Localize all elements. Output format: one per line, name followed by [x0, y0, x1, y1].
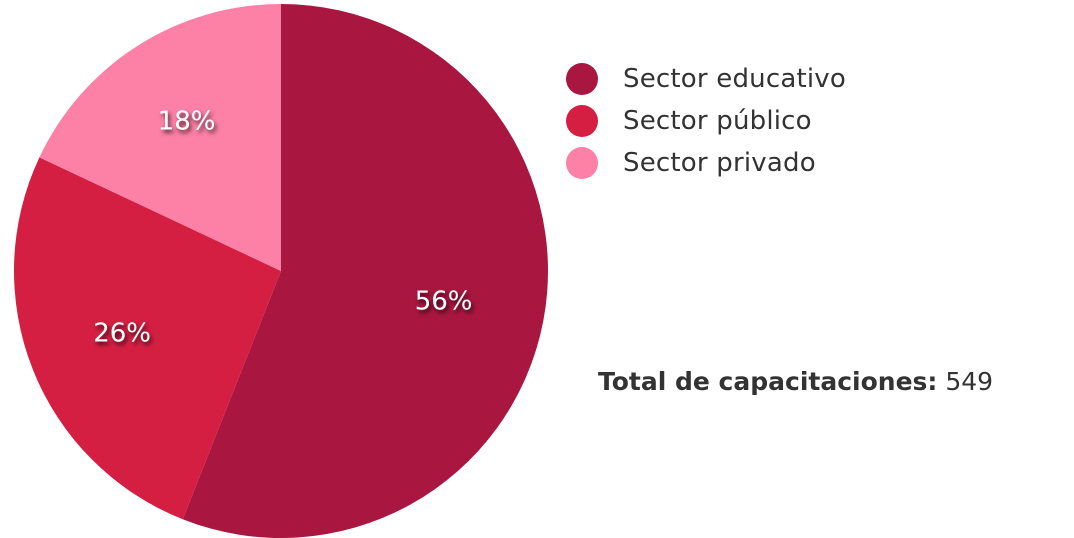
pie-slice-1 — [182, 4, 549, 538]
pie-value-labels: 56% 26% 18% — [93, 107, 472, 349]
legend-item-sector-publico: Sector público — [566, 100, 846, 142]
pie-slices — [13, 4, 549, 538]
total-summary: Total de capacitaciones: 549 — [598, 367, 993, 396]
pie-value-label-2: 26% — [93, 318, 151, 348]
legend-swatch-icon — [566, 147, 598, 179]
legend-label: Sector educativo — [623, 64, 846, 94]
total-label: Total de capacitaciones: — [598, 367, 938, 396]
legend-swatch-icon — [566, 63, 598, 95]
pie-value-label-3: 18% — [158, 107, 216, 137]
pie-slice-2 — [13, 157, 282, 520]
legend-item-sector-educativo: Sector educativo — [566, 58, 846, 100]
pie-chart: 56% 26% 18% — [13, 4, 549, 538]
legend-label: Sector público — [623, 106, 812, 136]
legend-label: Sector privado — [623, 148, 816, 178]
total-value: 549 — [945, 367, 994, 396]
pie-value-label-1: 56% — [415, 287, 473, 317]
pie-slice-3 — [39, 4, 281, 271]
legend-swatch-icon — [566, 105, 598, 137]
legend: Sector educativo Sector público Sector p… — [566, 58, 846, 184]
legend-item-sector-privado: Sector privado — [566, 142, 846, 184]
